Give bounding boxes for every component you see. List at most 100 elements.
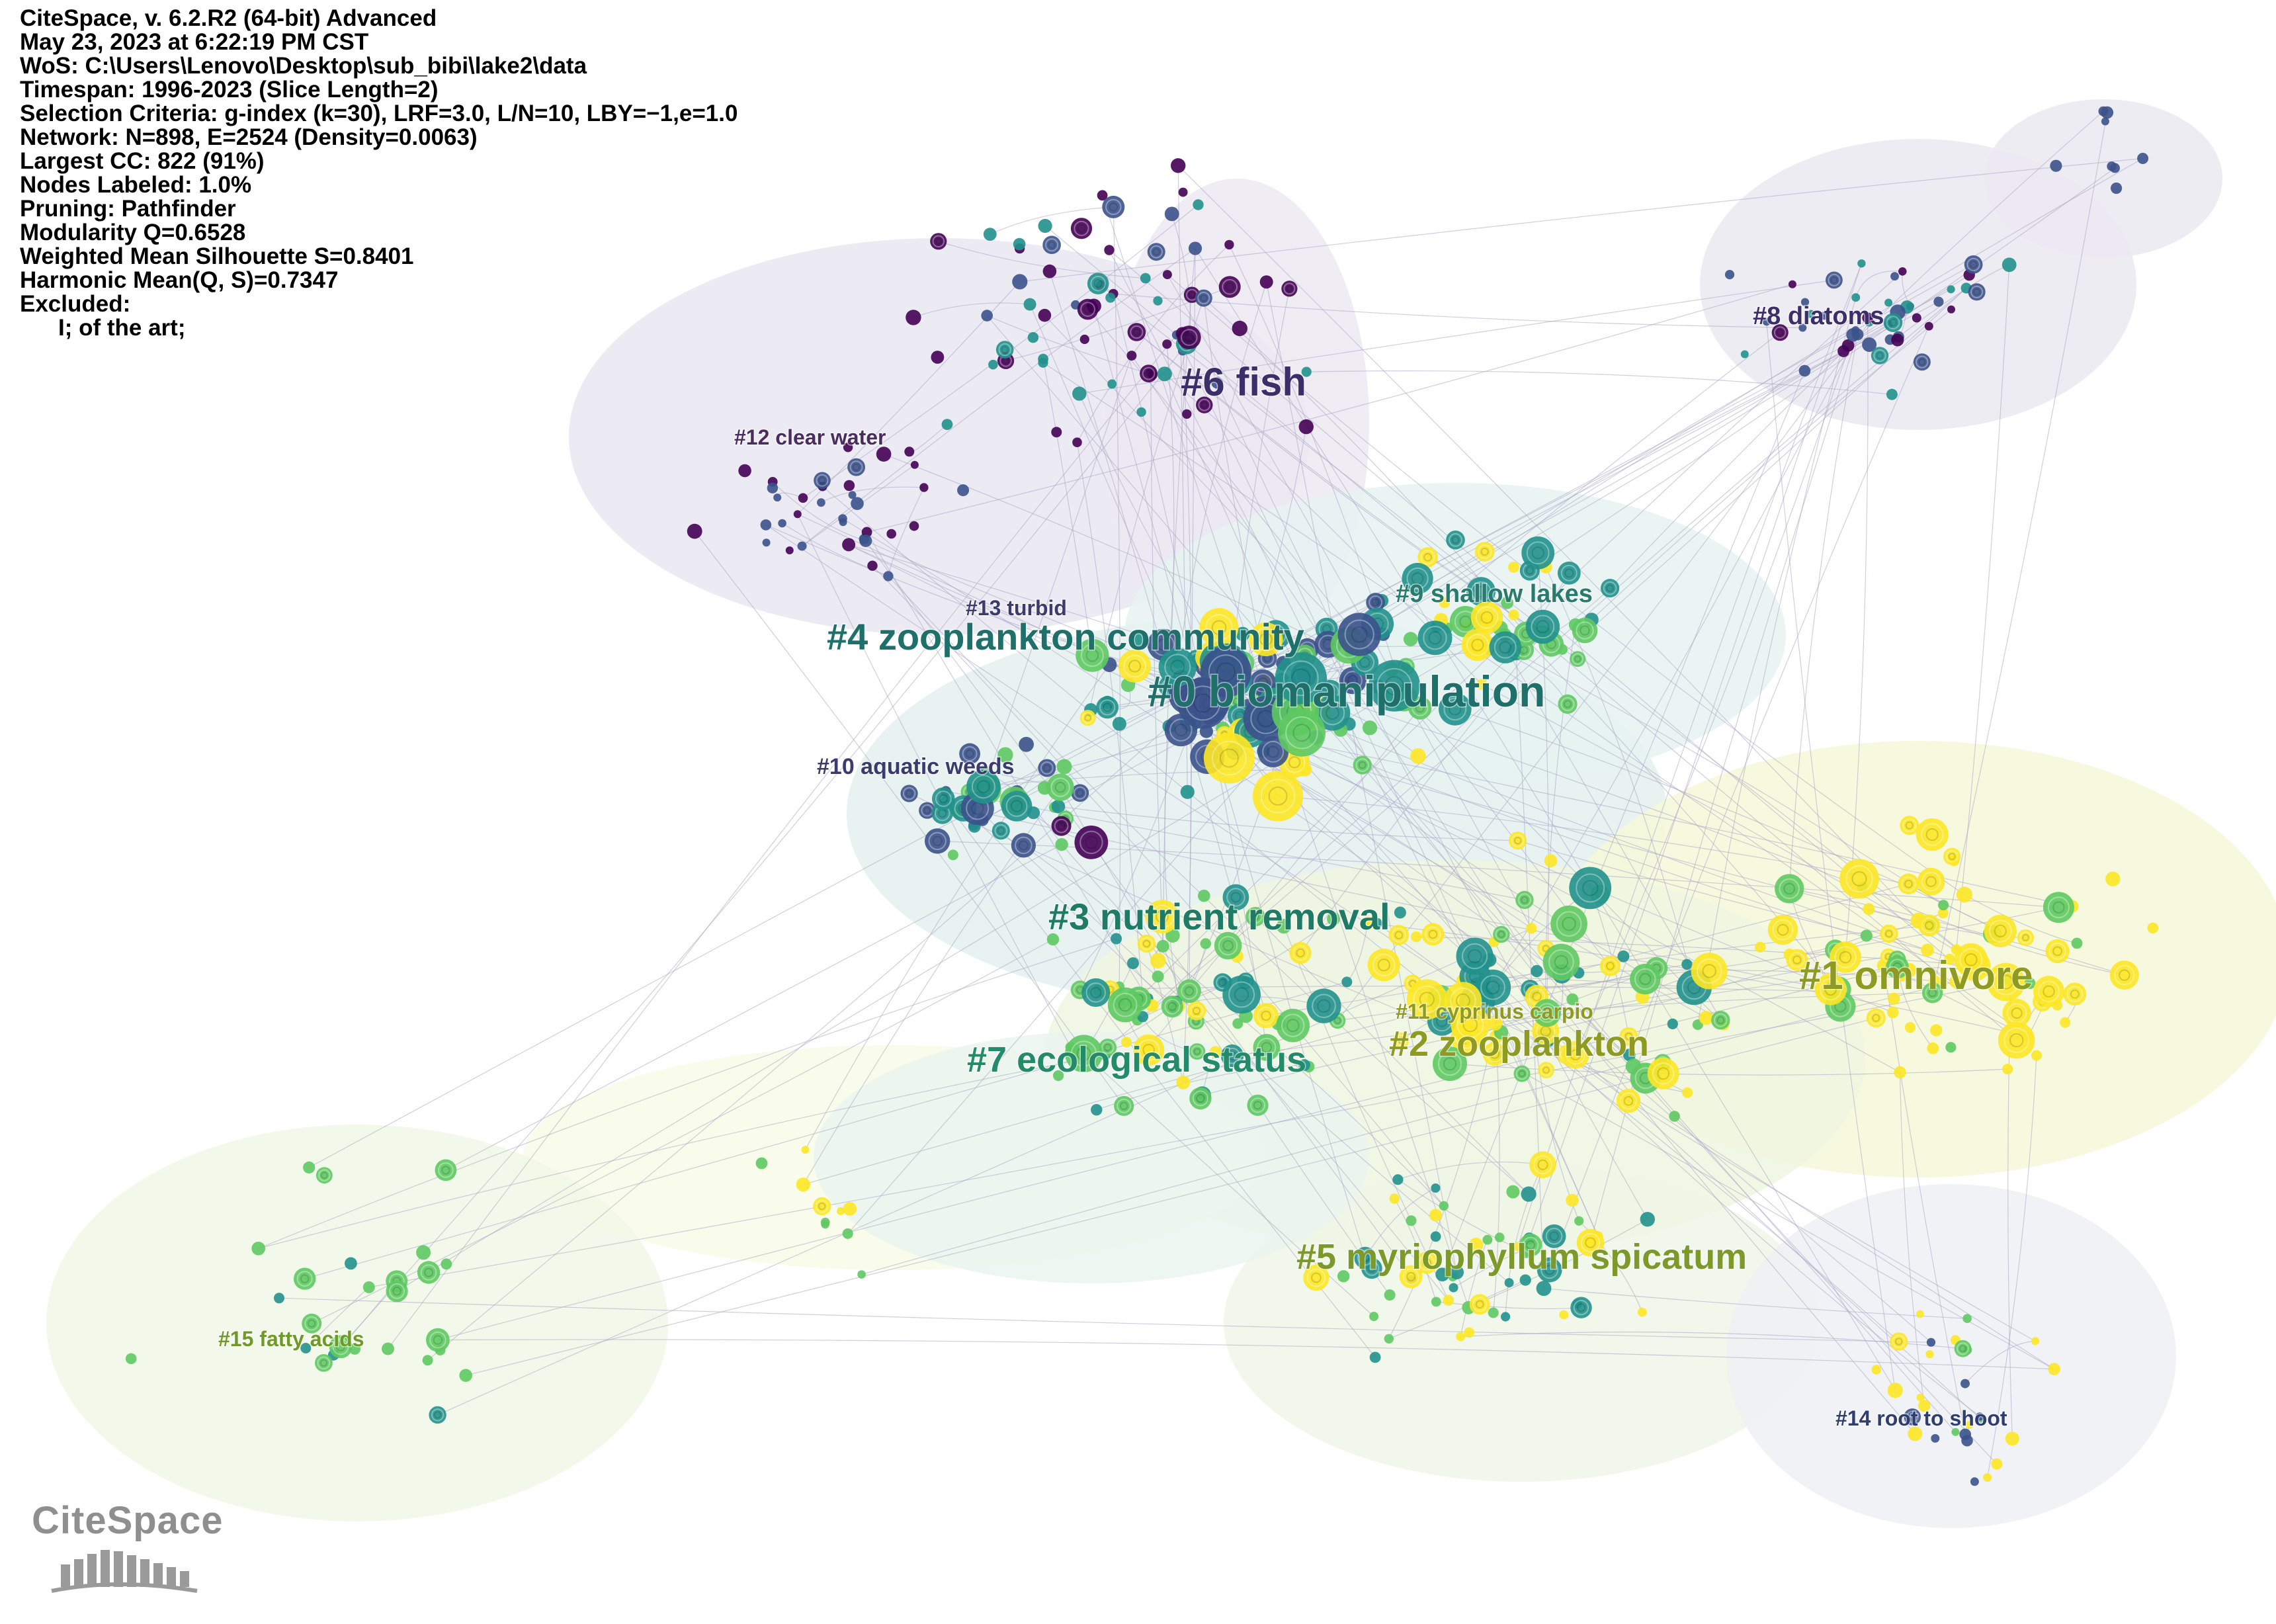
network-node <box>1209 1046 1222 1058</box>
network-node <box>2105 871 2121 886</box>
network-node <box>1369 1312 1379 1321</box>
network-node <box>1550 905 1587 943</box>
network-node <box>1921 943 1934 957</box>
network-node <box>303 1161 316 1174</box>
citespace-logo: CiteSpace <box>32 1498 243 1598</box>
network-node <box>1439 1201 1449 1211</box>
network-node <box>1406 979 1447 1020</box>
network-node <box>1439 693 1472 726</box>
network-edge <box>1076 442 1144 1001</box>
network-node <box>1353 755 1372 775</box>
network-node <box>1105 292 1116 303</box>
network-node <box>1406 1215 1417 1226</box>
network-node <box>1508 609 1519 620</box>
network-node <box>1544 854 1558 867</box>
network-edge <box>963 808 1173 1007</box>
info-line: Modularity Q=0.6528 <box>20 220 246 245</box>
network-node <box>1464 1327 1475 1338</box>
network-node <box>767 482 779 493</box>
network-edge <box>1189 707 1421 992</box>
network-node <box>2050 159 2062 172</box>
network-node <box>1533 999 1561 1027</box>
network-edge <box>938 241 1146 279</box>
network-node <box>983 228 997 241</box>
network-node <box>1630 963 1661 995</box>
network-edge <box>1964 1340 2036 1385</box>
network-node <box>302 1313 322 1334</box>
network-node <box>1056 759 1072 775</box>
network-node <box>1740 350 1749 359</box>
network-node <box>848 491 857 499</box>
network-node <box>1051 816 1072 836</box>
network-node <box>1129 632 1144 647</box>
network-node <box>1369 1351 1381 1363</box>
info-line: Weighted Mean Silhouette S=0.8401 <box>20 243 414 269</box>
network-edge <box>1394 1198 1437 1303</box>
network-node <box>1921 982 1943 1004</box>
network-edge <box>340 343 1187 1347</box>
network-node <box>1542 943 1580 981</box>
network-node <box>909 521 919 531</box>
network-edge <box>888 576 1529 1195</box>
network-edge <box>427 639 1267 1361</box>
network-node <box>1771 324 1789 341</box>
network-node <box>2005 1432 2019 1446</box>
network-node <box>1415 1252 1438 1274</box>
network-node <box>1529 1151 1556 1179</box>
network-node <box>1724 270 1735 280</box>
network-edge <box>1460 1239 1488 1337</box>
network-node <box>1301 366 1312 377</box>
network-node <box>1278 708 1326 757</box>
network-node <box>459 1369 472 1382</box>
network-node <box>1220 1044 1244 1068</box>
cluster-label: #4 zooplankton community <box>827 616 1304 658</box>
network-node <box>1482 1042 1507 1066</box>
network-node <box>687 523 702 539</box>
network-node <box>417 1261 441 1284</box>
network-node <box>1469 1294 1490 1315</box>
network-node <box>1506 1185 1520 1199</box>
network-node <box>1884 298 1893 307</box>
network-node <box>1826 271 1843 289</box>
network-node <box>1236 626 1250 642</box>
network-node <box>1253 1034 1281 1061</box>
network-node <box>1866 1008 1886 1028</box>
network-edge <box>821 486 924 503</box>
network-node <box>1521 1186 1537 1202</box>
network-node <box>1180 785 1195 799</box>
network-node <box>1027 332 1039 343</box>
network-edge <box>1442 370 1805 1275</box>
network-node <box>345 1257 357 1270</box>
network-node <box>1983 1473 1992 1482</box>
network-edge <box>1578 969 1935 982</box>
network-node <box>1417 547 1438 568</box>
network-node <box>1072 386 1087 401</box>
network-edge <box>1300 157 2143 679</box>
network-node <box>1298 419 1314 435</box>
network-node <box>1303 1264 1329 1291</box>
network-node <box>1178 187 1188 197</box>
network-node <box>1337 1270 1350 1283</box>
network-edge <box>1398 1161 1543 1180</box>
network-edge <box>368 981 2006 1288</box>
network-node <box>1276 919 1291 934</box>
network-node <box>1691 953 1728 990</box>
network-node <box>1830 941 1861 973</box>
network-node <box>1449 1283 1458 1293</box>
network-node <box>1245 907 1265 927</box>
network-node <box>2101 106 2114 119</box>
network-edge <box>1019 157 2143 282</box>
network-node <box>1224 239 1234 250</box>
cluster-label: #1 omnivore <box>1799 953 2033 998</box>
network-node <box>793 510 802 519</box>
cluster-label: #14 root to shoot <box>1835 1406 2007 1430</box>
network-node <box>843 480 855 491</box>
network-node <box>838 514 847 523</box>
network-edge <box>305 1287 370 1349</box>
network-node <box>1232 320 1248 337</box>
network-node <box>1433 1047 1467 1082</box>
network-node <box>251 1242 266 1256</box>
network-node <box>1617 950 1630 962</box>
network-node <box>1042 264 1057 278</box>
